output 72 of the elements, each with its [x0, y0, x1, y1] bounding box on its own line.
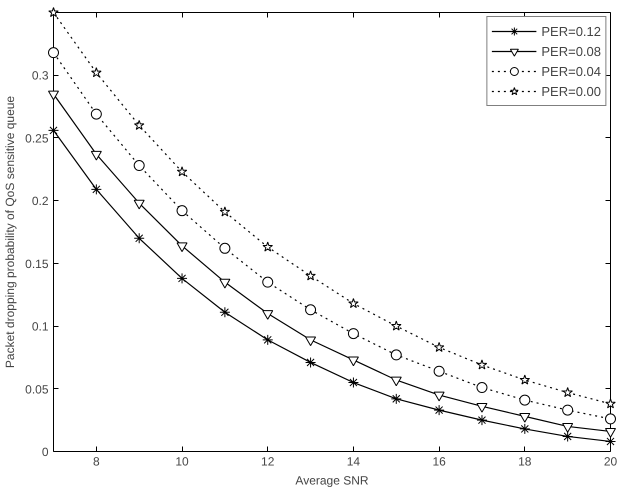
point: [520, 374, 530, 385]
point: [434, 342, 444, 352]
point: [348, 377, 359, 388]
point: [605, 413, 616, 424]
point: [434, 404, 445, 416]
point: [434, 392, 445, 402]
y-tick-label: 0.2: [32, 194, 49, 208]
point: [90, 184, 102, 195]
point: [476, 414, 488, 426]
point: [219, 242, 230, 254]
point: [605, 398, 616, 408]
point: [91, 67, 102, 78]
point: [519, 394, 530, 406]
y-tick-label: 0.3: [32, 68, 49, 83]
point: [262, 310, 274, 320]
point: [348, 298, 359, 308]
x-tick-label: 12: [261, 454, 275, 468]
point: [305, 336, 316, 346]
point: [134, 160, 145, 172]
point: [176, 272, 188, 284]
point: [219, 306, 230, 318]
point: [305, 270, 316, 280]
point: [220, 206, 230, 216]
point: [348, 356, 359, 366]
point: [476, 382, 488, 394]
point: [562, 404, 574, 416]
point: [562, 423, 574, 433]
point: [134, 120, 144, 130]
point: [605, 428, 616, 438]
x-tick-label: 8: [93, 454, 100, 468]
point: [562, 430, 574, 442]
point: [562, 387, 573, 398]
point: [305, 356, 316, 368]
point: [390, 393, 402, 404]
point: [219, 278, 230, 288]
x-tick-label: 10: [175, 454, 190, 468]
x-axis-title: Average SNR: [295, 474, 369, 488]
point: [90, 108, 102, 120]
point: [305, 304, 316, 316]
y-axis-title: Packet dropping probability of QoS sensitive queue: [3, 96, 18, 368]
point: [176, 205, 188, 216]
point: [391, 320, 402, 331]
point: [476, 402, 488, 413]
point: [348, 328, 359, 340]
point: [134, 200, 145, 210]
point: [262, 276, 274, 288]
legend-label: PER=0.08: [541, 44, 601, 58]
point: [262, 334, 274, 346]
point: [519, 412, 530, 423]
y-tick-label: 0.1: [32, 320, 49, 334]
point: [134, 232, 145, 244]
point: [434, 366, 445, 377]
point: [390, 376, 402, 386]
point: [176, 166, 188, 176]
y-tick-label: 0: [42, 445, 49, 459]
point: [476, 359, 488, 370]
legend-label: PER=0.00: [541, 84, 601, 98]
point: [176, 242, 188, 252]
point: [519, 423, 530, 434]
legend-label: PER=0.12: [541, 24, 601, 38]
point: [262, 242, 273, 252]
point: [48, 7, 59, 18]
y-tick-label: 0.25: [25, 131, 49, 146]
x-tick-label: 16: [432, 454, 446, 468]
x-tick-label: 20: [604, 454, 618, 468]
y-tick-label: 0.15: [25, 256, 49, 271]
y-tick-label: 0.05: [25, 382, 49, 396]
x-tick-label: 18: [518, 454, 532, 468]
x-tick-label: 14: [346, 454, 360, 468]
legend-label: PER=0.04: [541, 64, 601, 78]
point: [390, 349, 402, 360]
point: [48, 47, 59, 58]
